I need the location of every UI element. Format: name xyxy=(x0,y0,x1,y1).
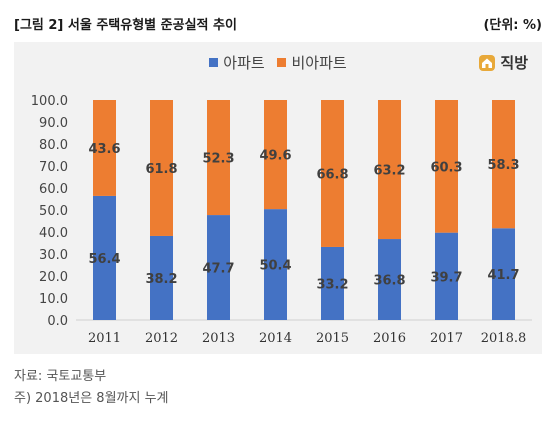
y-tick-label: 100.0 xyxy=(31,94,68,109)
bar-apartment xyxy=(93,195,116,320)
x-tick-label: 2017 xyxy=(430,331,463,346)
bar-apartment xyxy=(321,246,344,320)
y-tick-label: 50.0 xyxy=(39,204,68,219)
data-label: 60.3 xyxy=(430,160,462,175)
house-icon xyxy=(479,54,496,71)
stacked-bar-chart: 0.0 10.0 20.0 30.0 40.0 50.0 60.0 70.0 80.0 90.0 1… xyxy=(31,94,532,346)
bar-non-apartment xyxy=(492,100,515,229)
bar-apartment xyxy=(492,228,515,320)
period-note: 주) 2018년은 8월까지 누계 xyxy=(14,391,169,406)
y-tick-label: 80.0 xyxy=(39,138,68,153)
bar-apartment xyxy=(435,232,458,320)
data-label: 33.2 xyxy=(316,277,348,292)
chart-title: [그림 2] 서울 주택유형별 준공실적 추이 xyxy=(14,18,237,33)
chart-panel: 아파트 비아파트 직방 0.0 10.0 20.0 30.0 40.0 50.0 60.0 7… xyxy=(14,42,542,354)
bar-apartment xyxy=(378,239,401,320)
bar-apartment xyxy=(264,209,287,320)
y-tick-label: 20.0 xyxy=(39,270,68,285)
y-tick-label: 10.0 xyxy=(39,292,68,307)
x-tick-label: 2012 xyxy=(145,331,178,346)
y-tick-label: 40.0 xyxy=(39,226,68,241)
data-label: 63.2 xyxy=(373,164,405,179)
data-label: 58.3 xyxy=(487,158,519,173)
chart-header: [그림 2] 서울 주택유형별 준공실적 추이 (단위: %) xyxy=(14,8,546,38)
x-tick-label: 2011 xyxy=(88,331,121,346)
data-label: 47.7 xyxy=(202,262,234,277)
bar-non-apartment xyxy=(264,100,287,210)
data-label: 52.3 xyxy=(202,152,234,167)
legend-item-non-apartment: 비아파트 xyxy=(277,52,347,73)
data-label: 39.7 xyxy=(430,270,462,285)
x-tick-label: 2018.8 xyxy=(481,331,527,346)
bar-non-apartment xyxy=(435,100,458,233)
data-label: 38.2 xyxy=(145,272,177,287)
y-tick-label: 90.0 xyxy=(39,116,68,131)
bar-non-apartment xyxy=(321,100,344,247)
x-tick-label: 2015 xyxy=(316,331,349,346)
bar-non-apartment xyxy=(378,100,401,240)
zigbang-logo: 직방 xyxy=(478,52,528,73)
y-tick-label: 30.0 xyxy=(39,248,68,263)
source-note: 자료: 국토교통부 xyxy=(14,369,107,384)
y-tick-label: 60.0 xyxy=(39,182,68,197)
y-tick-label: 0.0 xyxy=(47,314,68,329)
footer: 자료: 국토교통부 주) 2018년은 8월까지 누계 xyxy=(14,366,169,410)
bar-non-apartment xyxy=(207,100,230,216)
data-label: 66.8 xyxy=(316,167,348,182)
legend-swatch-apartment xyxy=(209,58,219,67)
bar-apartment xyxy=(150,235,173,320)
x-tick-label: 2013 xyxy=(202,331,235,346)
legend-swatch-non-apartment xyxy=(277,58,287,67)
legend: 아파트 비아파트 xyxy=(14,52,542,74)
logo-text: 직방 xyxy=(500,54,528,72)
data-label: 41.7 xyxy=(487,268,519,283)
x-tick-label: 2016 xyxy=(373,331,406,346)
data-label: 43.6 xyxy=(88,142,120,157)
bar-non-apartment xyxy=(93,100,116,196)
x-tick-label: 2014 xyxy=(259,331,292,346)
data-label: 50.4 xyxy=(259,259,291,274)
data-label: 36.8 xyxy=(373,274,405,289)
data-label: 49.6 xyxy=(259,149,291,164)
bar-apartment xyxy=(207,215,230,320)
data-label: 61.8 xyxy=(145,162,177,177)
data-label: 56.4 xyxy=(88,252,120,267)
bar-non-apartment xyxy=(150,100,173,236)
legend-label-non-apartment: 비아파트 xyxy=(291,54,347,72)
legend-label-apartment: 아파트 xyxy=(223,54,265,72)
legend-item-apartment: 아파트 xyxy=(209,52,265,73)
y-tick-label: 70.0 xyxy=(39,160,68,175)
unit-label: (단위: %) xyxy=(483,18,542,33)
